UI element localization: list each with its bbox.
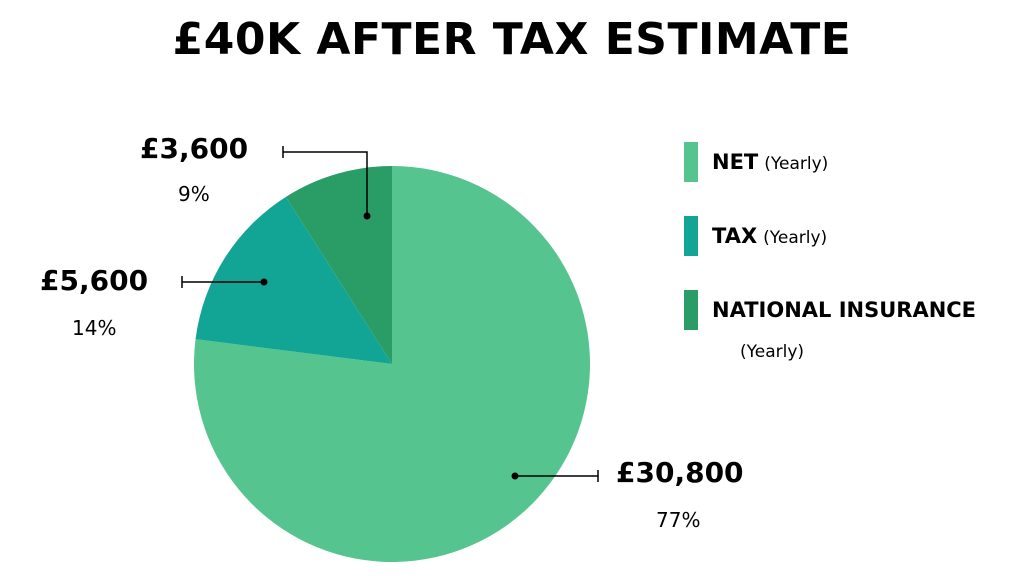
legend-name-tax: TAX	[712, 224, 758, 248]
data-label-percent-tax: 14%	[72, 316, 117, 340]
chart-title: £40K AFTER TAX ESTIMATE	[172, 14, 852, 65]
legend-name-net: NET	[712, 150, 759, 174]
legend-period-net: (Yearly)	[764, 154, 829, 174]
data-label-value-tax: £5,600	[40, 264, 149, 297]
legend-swatch-tax	[684, 216, 698, 256]
legend-item-net: NET (Yearly)	[684, 142, 1014, 182]
legend-name-national-insurance: NATIONAL INSURANCE	[712, 298, 977, 322]
legend-swatch-net	[684, 142, 698, 182]
legend-label-net: NET (Yearly)	[712, 150, 828, 174]
leader-line-tax	[181, 276, 268, 288]
pie-slice-tax	[195, 196, 392, 364]
leader-line-national-insurance	[282, 146, 371, 220]
data-label-percent-net: 77%	[656, 508, 701, 532]
legend-label-tax: TAX (Yearly)	[712, 224, 827, 248]
pie-slice-net	[193, 166, 590, 563]
legend-item-national-insurance: NATIONAL INSURANCE (Yearly)	[684, 290, 1014, 362]
legend-period-tax: (Yearly)	[763, 228, 828, 248]
legend-item-tax: TAX (Yearly)	[684, 216, 1014, 256]
legend: NET (Yearly) TAX (Yearly) NATIONAL INSURAN…	[684, 142, 1014, 362]
leader-line-net	[511, 470, 599, 482]
data-label-value-net: £30,800	[616, 456, 744, 489]
data-label-percent-national-insurance: 9%	[178, 182, 210, 206]
legend-label-national-insurance: NATIONAL INSURANCE (Yearly)	[712, 298, 977, 362]
legend-swatch-national-insurance	[684, 290, 698, 330]
legend-period-national-insurance: (Yearly)	[740, 342, 805, 362]
data-label-value-national-insurance: £3,600	[140, 132, 249, 165]
